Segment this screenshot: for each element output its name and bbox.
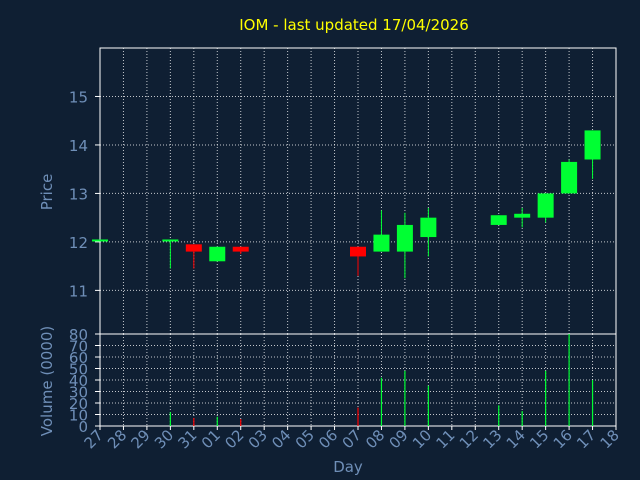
- volume-tick-label: 20: [69, 395, 88, 413]
- volume-tick-label: 40: [69, 372, 88, 390]
- price-panel: 11 12 13 14 15: [69, 47, 617, 335]
- volume-axis-label: Volume (0000): [38, 326, 56, 436]
- x-tick-label: 06: [315, 426, 341, 452]
- volume-tick-label: 30: [69, 384, 88, 402]
- x-tick-label: 15: [526, 426, 552, 452]
- candle-body: [373, 234, 390, 252]
- candle-body: [490, 215, 507, 225]
- candle-body: [162, 239, 179, 242]
- candle-body: [232, 246, 249, 252]
- x-tick-label: 13: [479, 426, 505, 452]
- candle-body: [420, 217, 437, 238]
- x-tick-label: 30: [151, 426, 177, 452]
- x-tick-label: 02: [221, 426, 247, 452]
- price-tick-label: 15: [69, 88, 88, 106]
- price-tick-label: 13: [69, 185, 88, 203]
- x-tick-label: 03: [245, 426, 271, 452]
- x-tick-label: 28: [104, 426, 130, 452]
- candle-body: [209, 246, 226, 262]
- chart-title: IOM - last updated 17/04/2026: [239, 16, 469, 34]
- volume-tick-label: 50: [69, 361, 88, 379]
- x-tick-label: 09: [386, 426, 412, 452]
- candle-body: [350, 246, 366, 257]
- x-tick-label: 05: [292, 426, 318, 452]
- price-axis-label: Price: [38, 174, 56, 211]
- candle-body: [561, 161, 578, 194]
- volume-tick-label: 0: [78, 418, 88, 436]
- x-tick-label: 17: [573, 426, 599, 452]
- x-tick-label: 14: [503, 426, 529, 452]
- x-tick-label: 04: [268, 426, 294, 452]
- volume-tick-label: 60: [69, 349, 88, 367]
- candle-body: [396, 224, 413, 252]
- volume-tick-label: 80: [69, 326, 88, 344]
- volume-tick-label: 70: [69, 338, 88, 356]
- x-tick-label: 01: [198, 426, 224, 452]
- x-tick-label: 29: [128, 426, 154, 452]
- price-tick-label: 11: [69, 282, 88, 300]
- x-tick-label: 31: [174, 426, 200, 452]
- candle-body: [514, 213, 531, 218]
- x-axis-label: Day: [333, 458, 363, 476]
- x-tick-label: 16: [550, 426, 576, 452]
- volume-tick-label: 10: [69, 407, 88, 425]
- x-tick-label: 18: [597, 426, 623, 452]
- candle-body: [92, 239, 108, 242]
- x-tick-label: 10: [409, 426, 435, 452]
- price-tick-label: 14: [69, 137, 88, 155]
- candle-body: [584, 130, 601, 160]
- price-tick-label: 12: [69, 234, 88, 252]
- x-tick-label: 11: [432, 426, 458, 452]
- x-tick-label: 12: [456, 426, 482, 452]
- x-tick-label: 07: [339, 426, 365, 452]
- x-tick-label: 08: [362, 426, 388, 452]
- candle-body: [537, 193, 554, 218]
- volume-panel: 0102030405060708027282930310102030405060…: [69, 326, 623, 452]
- candle-body: [185, 244, 202, 252]
